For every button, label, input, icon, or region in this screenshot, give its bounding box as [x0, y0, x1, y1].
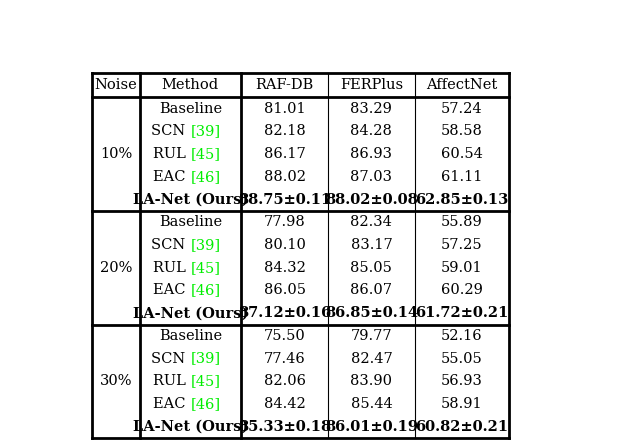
Text: 82.34: 82.34 [351, 215, 392, 229]
Text: 55.05: 55.05 [441, 352, 483, 366]
Text: [46]: [46] [190, 283, 221, 297]
Text: 52.16: 52.16 [441, 329, 483, 343]
Text: 87.03: 87.03 [351, 170, 392, 184]
Text: 85.33±0.18: 85.33±0.18 [238, 420, 331, 434]
Text: Baseline: Baseline [159, 215, 222, 229]
Text: 10%: 10% [100, 147, 132, 161]
Text: 86.07: 86.07 [351, 283, 392, 297]
Text: 88.02±0.08: 88.02±0.08 [325, 193, 418, 207]
Text: EAC: EAC [153, 283, 190, 297]
Text: 82.06: 82.06 [264, 374, 306, 388]
Text: 86.05: 86.05 [264, 283, 306, 297]
Text: [45]: [45] [190, 261, 220, 275]
Text: 60.29: 60.29 [441, 283, 483, 297]
Text: 58.91: 58.91 [441, 397, 483, 411]
Text: 79.77: 79.77 [351, 329, 392, 343]
Text: RAF-DB: RAF-DB [255, 78, 314, 92]
Text: 82.47: 82.47 [351, 352, 392, 366]
Text: [45]: [45] [190, 374, 220, 388]
Text: 88.02: 88.02 [264, 170, 306, 184]
Text: SCN: SCN [152, 352, 190, 366]
Text: 85.44: 85.44 [351, 397, 392, 411]
Text: 85.05: 85.05 [351, 261, 392, 275]
Text: [46]: [46] [190, 170, 221, 184]
Text: RUL: RUL [153, 261, 190, 275]
Text: 58.58: 58.58 [441, 124, 483, 139]
Text: LA-Net (Ours): LA-Net (Ours) [132, 420, 248, 434]
Text: [39]: [39] [190, 238, 221, 252]
Text: 86.93: 86.93 [351, 147, 392, 161]
Text: 20%: 20% [100, 261, 132, 275]
Text: RUL: RUL [153, 374, 190, 388]
Text: EAC: EAC [153, 170, 190, 184]
Text: 88.75±0.11: 88.75±0.11 [238, 193, 332, 207]
Text: FERPlus: FERPlus [340, 78, 403, 92]
Text: 60.54: 60.54 [441, 147, 483, 161]
Text: 87.12±0.16: 87.12±0.16 [238, 306, 332, 320]
Text: 83.17: 83.17 [351, 238, 392, 252]
Text: Method: Method [162, 78, 219, 92]
Text: 77.98: 77.98 [264, 215, 305, 229]
Text: 80.10: 80.10 [264, 238, 305, 252]
Text: 56.93: 56.93 [441, 374, 483, 388]
Text: 62.85±0.13: 62.85±0.13 [415, 193, 509, 207]
Text: 81.01: 81.01 [264, 102, 305, 116]
Text: [46]: [46] [190, 397, 221, 411]
Text: 75.50: 75.50 [264, 329, 305, 343]
Text: 59.01: 59.01 [441, 261, 483, 275]
Text: 61.11: 61.11 [441, 170, 483, 184]
Text: 86.17: 86.17 [264, 147, 305, 161]
Text: 84.32: 84.32 [264, 261, 305, 275]
Text: 84.42: 84.42 [264, 397, 305, 411]
Text: 30%: 30% [100, 374, 132, 388]
Text: 55.89: 55.89 [441, 215, 483, 229]
Text: 77.46: 77.46 [264, 352, 305, 366]
Text: RUL: RUL [153, 147, 190, 161]
Text: EAC: EAC [153, 397, 190, 411]
Text: 82.18: 82.18 [264, 124, 305, 139]
Text: 61.72±0.21: 61.72±0.21 [415, 306, 509, 320]
Text: 57.25: 57.25 [441, 238, 483, 252]
Text: 83.90: 83.90 [351, 374, 392, 388]
Text: 57.24: 57.24 [441, 102, 483, 116]
Text: [39]: [39] [190, 124, 221, 139]
Text: SCN: SCN [152, 124, 190, 139]
Text: [45]: [45] [190, 147, 220, 161]
Text: LA-Net (Ours): LA-Net (Ours) [132, 193, 248, 207]
Text: 86.85±0.14: 86.85±0.14 [325, 306, 418, 320]
Text: Baseline: Baseline [159, 102, 222, 116]
Text: AffectNet: AffectNet [426, 78, 497, 92]
Text: Noise: Noise [95, 78, 138, 92]
Text: 83.29: 83.29 [351, 102, 392, 116]
Text: 60.82±0.21: 60.82±0.21 [415, 420, 509, 434]
Text: Baseline: Baseline [159, 329, 222, 343]
Text: 84.28: 84.28 [351, 124, 392, 139]
Text: SCN: SCN [152, 238, 190, 252]
Text: [39]: [39] [190, 352, 221, 366]
Text: 86.01±0.19: 86.01±0.19 [325, 420, 418, 434]
Text: LA-Net (Ours): LA-Net (Ours) [132, 306, 248, 320]
